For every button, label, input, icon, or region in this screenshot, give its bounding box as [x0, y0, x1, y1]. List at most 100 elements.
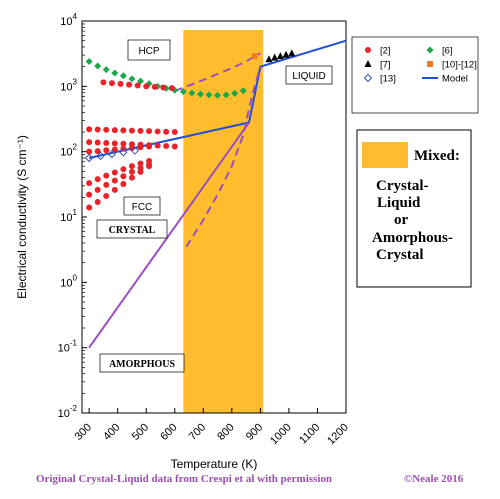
- data-point: [154, 128, 161, 135]
- data-point: [163, 143, 170, 150]
- amorphous-label: AMORPHOUS: [109, 359, 176, 370]
- data-point: [120, 166, 127, 173]
- data-point: [111, 146, 118, 153]
- data-point: [128, 127, 135, 134]
- amorphous-crystallization-line: [185, 66, 262, 248]
- legend-box: [351, 36, 479, 114]
- data-point: [163, 128, 170, 135]
- y-tick-label: 10-2: [58, 404, 78, 420]
- data-point: [179, 88, 187, 96]
- data-point: [128, 168, 135, 175]
- data-point: [154, 142, 161, 149]
- data-point: [130, 146, 140, 155]
- data-point: [239, 87, 247, 95]
- mixed-region-band: [183, 30, 264, 413]
- x-tick-label: 300: [73, 421, 94, 442]
- data-point: [94, 176, 101, 183]
- x-tick-group: 1100: [297, 421, 322, 446]
- data-point: [271, 53, 279, 61]
- amorphous-label-box: [99, 353, 185, 373]
- data-point: [128, 174, 135, 181]
- legend-marker: [364, 60, 372, 67]
- data-point: [111, 169, 118, 176]
- legend-marker: [365, 47, 371, 53]
- legend-label: [13]: [380, 74, 396, 85]
- mixed-title: Mixed:: [414, 148, 460, 164]
- data-point: [288, 49, 296, 57]
- x-tick-group: 300: [73, 421, 94, 442]
- data-point: [94, 62, 102, 70]
- data-point: [119, 72, 127, 80]
- y-tick-label: 102: [60, 143, 77, 159]
- amorphous-supercooled-line: [174, 52, 261, 92]
- data-point: [94, 198, 101, 205]
- data-point: [94, 126, 101, 133]
- data-point: [85, 57, 93, 65]
- crystal-label: CRYSTAL: [109, 225, 156, 236]
- data-point: [111, 127, 118, 134]
- amorphous-model-line: [88, 121, 250, 349]
- data-point: [103, 139, 110, 146]
- legend-label: [6]: [442, 46, 453, 57]
- y-tick-label: 101: [60, 208, 77, 224]
- x-tick-label: 500: [130, 421, 151, 442]
- data-point: [214, 91, 222, 99]
- data-point: [94, 139, 101, 146]
- data-point: [134, 82, 141, 89]
- data-point: [276, 52, 284, 60]
- fcc-label: FCC: [132, 202, 153, 213]
- legend-label: Model: [442, 74, 468, 85]
- data-point: [196, 90, 204, 98]
- legend-label: [10]-[12]: [442, 60, 477, 71]
- x-tick-label: 400: [101, 421, 122, 442]
- x-tick-label: 900: [244, 421, 265, 442]
- crystal-label-box: [96, 219, 168, 239]
- data-point: [282, 50, 290, 58]
- data-point: [96, 151, 105, 161]
- data-point: [103, 126, 110, 133]
- footer-credit: Original Crystal-Liquid data from Crespi…: [36, 473, 332, 485]
- data-point: [120, 180, 127, 187]
- data-point: [86, 148, 93, 155]
- y-axis-label-group: Electrical conductivity (S cm⁻¹): [15, 135, 29, 299]
- mixed-line2: Liquid: [377, 195, 421, 211]
- data-point: [205, 91, 213, 99]
- y-tick-label: 100: [60, 273, 77, 289]
- footer-copyright: ©Neale 2016: [404, 473, 464, 485]
- data-point: [86, 139, 93, 146]
- data-point: [108, 80, 115, 87]
- data-point: [146, 163, 153, 170]
- y-tick-label: 10-1: [58, 339, 78, 355]
- data-point: [100, 79, 107, 86]
- data-point: [111, 177, 118, 184]
- x-tick-group: 500: [130, 421, 151, 442]
- legend-label: [7]: [380, 60, 391, 71]
- data-point: [119, 148, 128, 157]
- data-point: [168, 85, 175, 92]
- data-point: [188, 89, 196, 97]
- data-point: [120, 127, 127, 134]
- y-tick-label: 103: [60, 77, 77, 93]
- legend-marker: [363, 73, 373, 83]
- data-point: [137, 144, 144, 151]
- data-point: [171, 143, 178, 150]
- data-point: [120, 140, 127, 147]
- x-tick-group: 800: [215, 421, 236, 442]
- data-point: [137, 160, 144, 167]
- data-point: [265, 55, 273, 63]
- data-point: [94, 148, 101, 155]
- x-tick-label: 800: [215, 421, 236, 442]
- x-tick-group: 700: [187, 421, 208, 442]
- legend-marker: [426, 46, 434, 54]
- data-point: [128, 144, 135, 151]
- data-point: [251, 53, 258, 60]
- x-tick-label: 600: [158, 421, 179, 442]
- data-point: [151, 83, 158, 90]
- data-point: [86, 180, 93, 187]
- data-point: [84, 153, 94, 163]
- data-point: [94, 186, 101, 193]
- y-axis-label: Electrical conductivity (S cm⁻¹): [15, 135, 29, 299]
- data-point: [103, 147, 110, 154]
- data-point: [103, 172, 110, 179]
